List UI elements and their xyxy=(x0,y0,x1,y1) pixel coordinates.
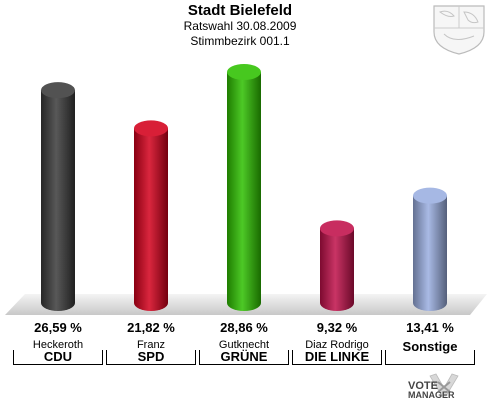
nrw-coat-of-arms-icon xyxy=(433,5,485,55)
category-label: CDU xyxy=(43,349,73,364)
bar-cdu xyxy=(41,82,75,312)
bar-body xyxy=(41,90,75,312)
bar-body xyxy=(134,128,168,311)
category-label: GRÜNE xyxy=(220,349,268,364)
category-bracket xyxy=(199,350,289,365)
category-bracket xyxy=(13,350,103,365)
data-label: 26,59 % xyxy=(34,320,82,335)
candidate-label: Franz xyxy=(136,339,166,351)
category-bracket xyxy=(106,350,196,365)
category-bracket xyxy=(385,350,475,365)
bar-body xyxy=(227,72,261,311)
brand-line-1: VOTE xyxy=(408,380,438,392)
bar-cap xyxy=(320,220,354,237)
data-label: 13,41 % xyxy=(406,320,454,335)
data-label: 21,82 % xyxy=(127,320,175,335)
bar-cap xyxy=(41,82,75,99)
candidate-label: Diaz Rodrigo xyxy=(305,339,369,351)
chart-subtitle: Ratswahl 30.08.2009 xyxy=(183,19,297,33)
category-label: SPD xyxy=(137,349,165,364)
bar-body xyxy=(320,228,354,311)
chart-header: Stadt Bielefeld Ratswahl 30.08.2009 Stim… xyxy=(0,2,480,49)
brand-line-2: MANAGER xyxy=(408,390,455,400)
bar-grüne xyxy=(227,64,261,311)
data-label: 9,32 % xyxy=(316,320,358,335)
category-label: DIE LINKE xyxy=(304,349,370,364)
bar-spd xyxy=(134,120,168,311)
chart-title: Stadt Bielefeld xyxy=(187,2,293,19)
category-label: Sonstige xyxy=(402,339,458,354)
data-label: 28,86 % xyxy=(220,320,268,335)
bar-sonstige xyxy=(413,187,447,311)
candidate-label: Heckeroth xyxy=(32,339,84,351)
bar-cap xyxy=(134,120,168,137)
candidate-label: Gutknecht xyxy=(218,339,270,351)
bar-cap xyxy=(413,187,447,204)
chart-district: Stimmbezirk 001.1 xyxy=(190,34,290,48)
vote-manager-brand: VOTE MANAGER xyxy=(408,380,455,400)
bar-cap xyxy=(227,64,261,80)
votemanager-logo-icon xyxy=(429,373,459,397)
bar-body xyxy=(413,195,447,311)
bar-die-linke xyxy=(320,220,354,311)
category-bracket xyxy=(292,350,382,365)
